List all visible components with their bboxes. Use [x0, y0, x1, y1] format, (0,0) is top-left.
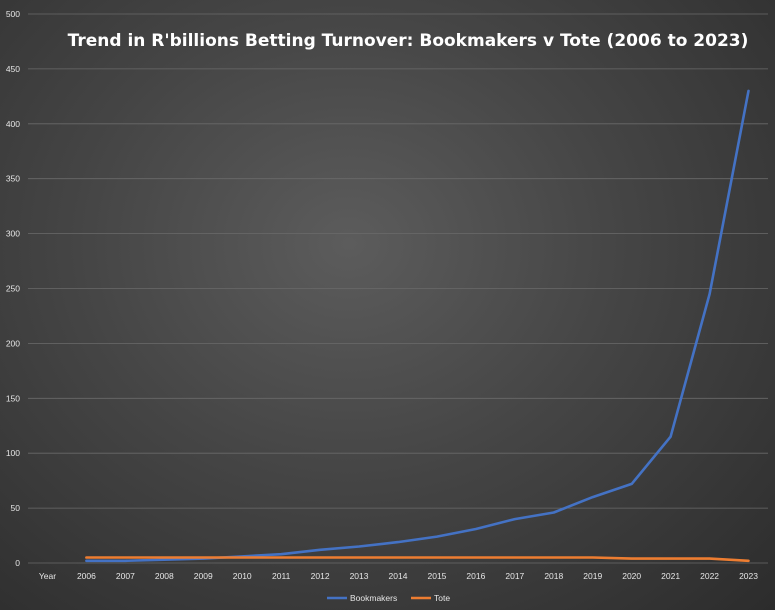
- x-axis-ticks: Year 2006 2007 2008 2009 2010 2011 2012 2013 2014…: [39, 571, 758, 581]
- y-tick-label: 500: [6, 9, 20, 19]
- series-line-bookmakers: [85, 89, 750, 563]
- y-tick-label: 200: [6, 338, 20, 348]
- y-tick-label: 150: [6, 393, 20, 403]
- x-tick-label: 2022: [700, 571, 719, 581]
- chart-title: Trend in R'billions Betting Turnover: Bo…: [68, 31, 749, 51]
- x-tick-label: 2014: [389, 571, 408, 581]
- x-tick-label: 2007: [116, 571, 135, 581]
- y-tick-label: 450: [6, 64, 20, 74]
- y-tick-label: 50: [11, 503, 21, 513]
- legend-label: Bookmakers: [350, 593, 397, 603]
- y-tick-label: 400: [6, 119, 20, 129]
- x-tick-label: 2015: [427, 571, 446, 581]
- legend-label: Tote: [434, 593, 450, 603]
- legend: Bookmakers Tote: [327, 593, 450, 603]
- x-tick-label: 2023: [739, 571, 758, 581]
- x-tick-label: 2019: [583, 571, 602, 581]
- x-tick-label: 2012: [311, 571, 330, 581]
- x-tick-label: Year: [39, 571, 56, 581]
- series-lines: [85, 89, 750, 563]
- x-tick-label: 2018: [544, 571, 563, 581]
- x-tick-label: 2009: [194, 571, 213, 581]
- series-line-tote: [85, 556, 750, 563]
- y-axis-ticks: 0 50 100 150 200 250 300 350 400 450 500: [6, 9, 20, 568]
- x-tick-label: 2006: [77, 571, 96, 581]
- y-tick-label: 100: [6, 448, 20, 458]
- x-tick-label: 2021: [661, 571, 680, 581]
- y-tick-label: 300: [6, 229, 20, 239]
- gridlines: [28, 13, 768, 564]
- x-tick-label: 2011: [272, 571, 291, 581]
- y-tick-label: 250: [6, 284, 20, 294]
- y-tick-label: 350: [6, 174, 20, 184]
- x-tick-label: 2020: [622, 571, 641, 581]
- x-tick-label: 2017: [505, 571, 524, 581]
- y-tick-label: 0: [15, 558, 20, 568]
- x-tick-label: 2010: [233, 571, 252, 581]
- x-tick-label: 2008: [155, 571, 174, 581]
- x-tick-label: 2013: [350, 571, 369, 581]
- x-tick-label: 2016: [466, 571, 485, 581]
